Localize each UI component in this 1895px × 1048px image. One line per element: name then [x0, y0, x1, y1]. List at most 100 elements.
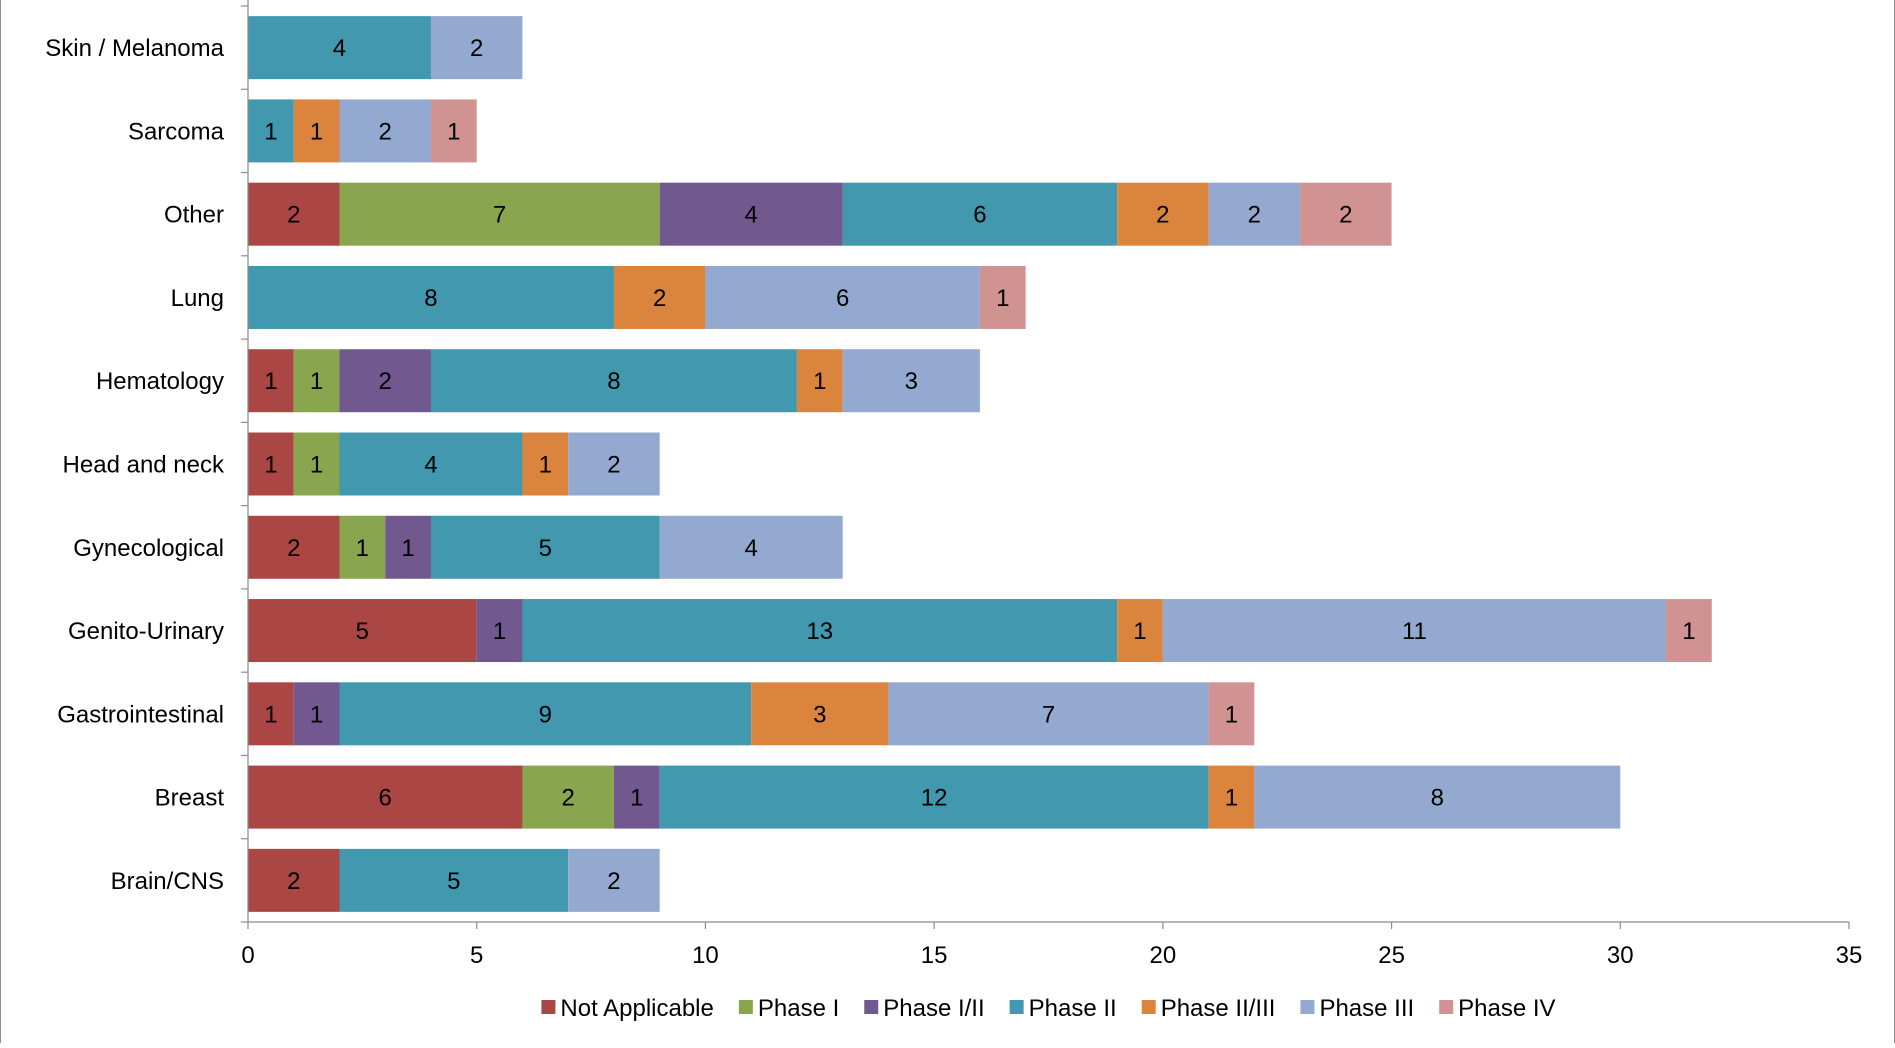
bar-hematology-phase-i: [293, 349, 340, 413]
bar-sarcoma-phase-ii-iii: [293, 99, 340, 163]
bar-head-and-neck-phase-i: [293, 432, 340, 496]
data-label: 4: [424, 452, 437, 479]
data-label: 1: [264, 118, 277, 145]
data-label: 1: [310, 701, 323, 728]
data-label: 2: [1339, 202, 1352, 229]
data-label: 2: [653, 285, 666, 312]
data-label: 12: [921, 785, 948, 812]
bar-genito-urinary-phase-iv: [1666, 599, 1712, 663]
data-label: 1: [310, 118, 323, 145]
bar-genito-urinary-phase-ii: [522, 599, 1118, 663]
legend-swatch: [738, 1000, 753, 1014]
data-label: 1: [1133, 618, 1146, 645]
data-label: 1: [310, 368, 323, 395]
data-label: 1: [1682, 618, 1695, 645]
data-label: 1: [996, 285, 1009, 312]
data-label: 5: [356, 618, 369, 645]
data-label: 2: [287, 535, 300, 562]
bar-hematology-phase-ii: [430, 349, 797, 413]
bar-lung-phase-ii-iii: [613, 265, 706, 329]
legend: Not Applicable Phase I Phase I/II Phase II P…: [541, 995, 1556, 1022]
bar-skin-melanoma-phase-ii: [248, 16, 431, 80]
bar-gynecological-phase-ii: [430, 515, 660, 579]
bar-other-phase-ii-iii: [1117, 182, 1209, 246]
bar-hematology-phase-ii-iii: [796, 349, 843, 413]
legend-item-phase-ii: Phase II: [1009, 995, 1117, 1022]
legend-label: Phase II/III: [1161, 995, 1276, 1022]
data-label: 2: [607, 452, 620, 479]
legend-item-phase-ii-iii: Phase II/III: [1141, 995, 1276, 1022]
bar-head-and-neck-phase-ii-iii: [522, 432, 569, 496]
bar-head-and-neck-phase-iii: [568, 432, 660, 496]
bar-hematology-phase-iii: [842, 349, 980, 413]
data-label: 3: [905, 368, 918, 395]
bars-layer: [248, 16, 1712, 912]
data-label: 1: [264, 452, 277, 479]
bar-gynecological-phase-iii: [659, 515, 843, 579]
category-label: Gastrointestinal: [57, 701, 224, 728]
data-label: 2: [379, 368, 392, 395]
bar-other-not-applicable: [248, 182, 340, 246]
data-label: 1: [401, 535, 414, 562]
category-label: Sarcoma: [128, 118, 225, 145]
bar-other-phase-i-ii: [659, 182, 843, 246]
bar-breast-phase-i: [522, 765, 614, 829]
bar-gastrointestinal-phase-iii: [888, 682, 1209, 746]
x-tick-label: 15: [921, 942, 948, 969]
x-tick-label: 20: [1150, 942, 1177, 969]
data-label: 1: [493, 618, 506, 645]
bar-gastrointestinal-phase-i-ii: [293, 682, 340, 746]
data-label: 11: [1402, 618, 1427, 645]
data-label: 6: [973, 202, 986, 229]
data-label: 1: [1225, 701, 1238, 728]
bar-breast-not-applicable: [248, 765, 523, 829]
data-label: 4: [744, 535, 757, 562]
data-label: 9: [539, 701, 552, 728]
x-tick-label: 10: [692, 942, 719, 969]
data-labels-layer: 4 21 1 2 12 7 4 6 2 2 28 2 6 11 1 2 8 1 31 1 4 1 22 1 1 5 45 1 13 1 11…: [264, 35, 1695, 895]
data-label: 1: [264, 701, 277, 728]
category-labels-layer: Skin / Melanoma Sarcoma Other Lung Hematolog…: [45, 35, 225, 895]
data-label: 1: [539, 452, 552, 479]
data-label: 1: [264, 368, 277, 395]
category-label: Other: [164, 202, 224, 229]
data-label: 1: [630, 785, 643, 812]
bar-gynecological-phase-i-ii: [385, 515, 431, 579]
bar-gastrointestinal-phase-iv: [1208, 682, 1255, 746]
data-label: 1: [1225, 785, 1238, 812]
bar-brain-cns-phase-iii: [568, 848, 660, 912]
legend-label: Phase IV: [1458, 995, 1555, 1022]
legend-item-phase-iii: Phase III: [1300, 995, 1414, 1022]
data-label: 1: [356, 535, 369, 562]
legend-item-phase-i-ii: Phase I/II: [864, 995, 985, 1022]
data-label: 6: [379, 785, 392, 812]
bar-genito-urinary-not-applicable: [248, 599, 477, 663]
bar-genito-urinary-phase-iii: [1162, 599, 1667, 663]
legend-label: Not Applicable: [560, 995, 713, 1022]
bar-gastrointestinal-phase-ii: [339, 682, 752, 746]
data-label: 8: [1431, 785, 1444, 812]
legend-item-phase-i: Phase I: [738, 995, 839, 1022]
bar-gastrointestinal-not-applicable: [248, 682, 294, 746]
bar-other-phase-iv: [1300, 182, 1392, 246]
legend-label: Phase I/II: [883, 995, 984, 1022]
bar-skin-melanoma-phase-iii: [430, 16, 523, 80]
category-label: Gynecological: [73, 535, 224, 562]
bar-hematology-phase-i-ii: [339, 349, 431, 413]
legend-item-not-applicable: Not Applicable: [541, 995, 714, 1022]
category-label: Lung: [171, 285, 224, 312]
data-label: 4: [744, 202, 757, 229]
data-label: 2: [607, 868, 620, 895]
bar-gynecological-phase-i: [339, 515, 386, 579]
data-label: 2: [1248, 202, 1261, 229]
bar-sarcoma-phase-iv: [430, 99, 477, 163]
bar-brain-cns-phase-ii: [339, 848, 569, 912]
bar-hematology-not-applicable: [248, 349, 294, 413]
x-tick-label: 5: [470, 942, 483, 969]
bar-other-phase-i: [339, 182, 660, 246]
x-tick-label: 35: [1836, 942, 1863, 969]
data-label: 1: [310, 452, 323, 479]
legend-swatch: [1300, 1000, 1315, 1014]
